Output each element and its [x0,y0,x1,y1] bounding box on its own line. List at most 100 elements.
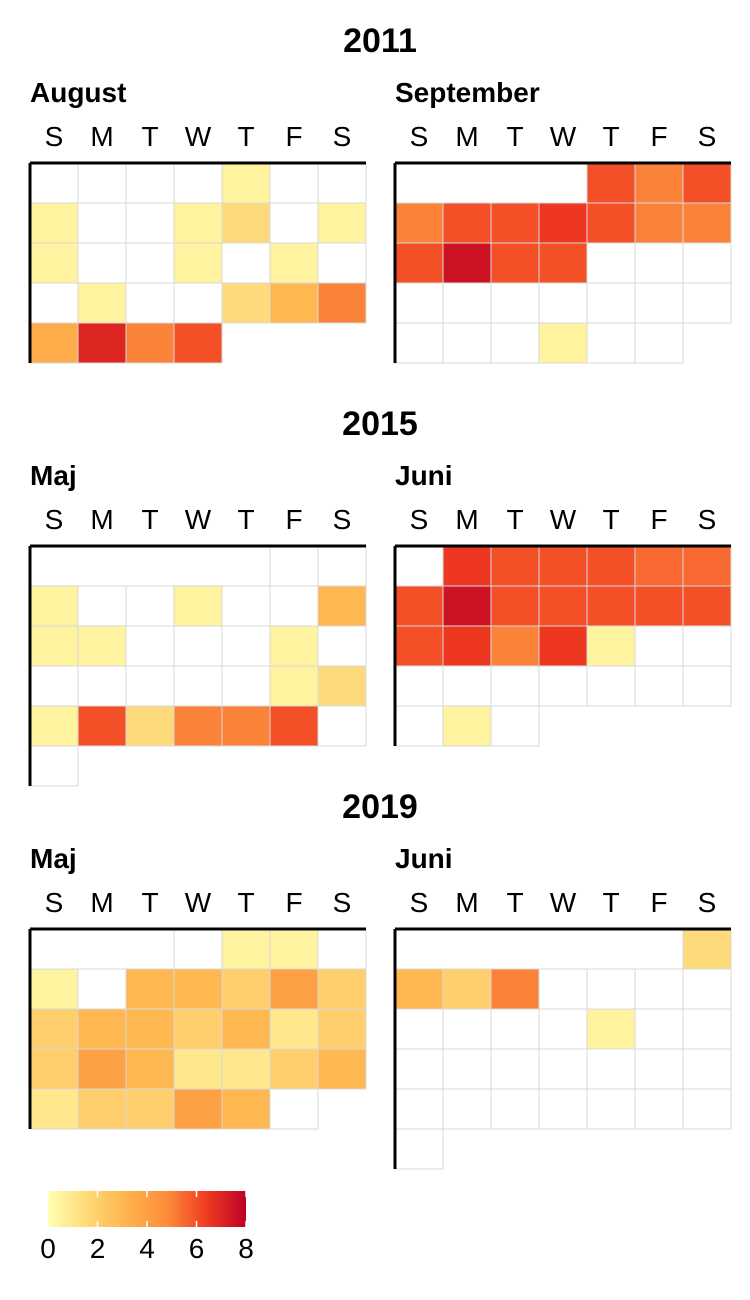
day-cell [394,665,444,707]
day-cell [682,968,732,1010]
weekday-label: T [141,121,158,152]
day-cell [173,928,223,970]
day-cell [394,705,444,747]
day-cell [538,282,588,324]
day-cell [442,585,492,627]
day-cell [394,1088,444,1130]
day-cell [221,705,271,747]
month-title: August [30,77,126,108]
day-cell [442,282,492,324]
day-cell [77,625,127,667]
day-cell [77,665,127,707]
day-cell [29,745,79,787]
weekday-label: W [550,504,577,535]
day-cell [394,322,444,364]
weekday-label: W [185,887,212,918]
day-cell [538,1048,588,1090]
year-title: 2011 [343,22,417,60]
day-cell [394,585,444,627]
day-cell [442,545,492,587]
weekday-label: M [90,504,113,535]
weekday-label: F [650,504,667,535]
day-cell [442,665,492,707]
day-cell [442,625,492,667]
weekday-label: T [506,887,523,918]
day-cell [29,705,79,747]
day-cell [586,282,636,324]
day-cell [490,968,540,1010]
day-cell [221,625,271,667]
day-cell [317,202,367,244]
day-cell [269,665,319,707]
day-cell [490,322,540,364]
day-cell [394,968,444,1010]
day-cell [586,1048,636,1090]
day-cell [269,242,319,284]
day-cell [586,545,636,587]
day-cell [538,545,588,587]
day-cell [586,665,636,707]
day-cell [586,162,636,204]
weekday-label: F [285,121,302,152]
day-cell [269,1088,319,1130]
day-cell [173,1048,223,1090]
day-cell [634,1008,684,1050]
month-title: September [395,77,540,108]
day-cell [682,202,732,244]
weekday-label: S [410,887,429,918]
day-cell [490,242,540,284]
day-cell [394,1008,444,1050]
day-cell [173,1088,223,1130]
day-cell [77,162,127,204]
day-cell [682,625,732,667]
day-cell [221,282,271,324]
day-cell [682,282,732,324]
day-cell [317,162,367,204]
day-cell [682,1008,732,1050]
day-cell [490,1088,540,1130]
day-cell [317,1048,367,1090]
day-cell [29,1008,79,1050]
day-cell [221,242,271,284]
day-cell [634,585,684,627]
day-cell [269,705,319,747]
month-title: Juni [395,460,453,491]
weekday-label: W [550,887,577,918]
day-cell [125,282,175,324]
day-cell [586,968,636,1010]
weekday-label: T [237,121,254,152]
day-cell [269,968,319,1010]
day-cell [317,585,367,627]
day-cell [125,322,175,364]
day-cell [682,545,732,587]
day-cell [682,585,732,627]
weekday-label: T [237,887,254,918]
weekday-label: M [455,121,478,152]
legend-tick-label: 2 [90,1233,106,1264]
day-cell [682,928,732,970]
day-cell [269,1048,319,1090]
weekday-label: T [602,121,619,152]
day-cell [490,202,540,244]
day-cell [29,968,79,1010]
day-cell [634,665,684,707]
legend-tick-label: 8 [238,1233,254,1264]
weekday-label: T [602,887,619,918]
weekday-label: T [141,887,158,918]
month-title: Maj [30,843,77,874]
day-cell [221,162,271,204]
day-cell [442,322,492,364]
weekday-label: T [237,504,254,535]
day-cell [682,1048,732,1090]
day-cell [221,202,271,244]
day-cell [634,202,684,244]
day-cell [317,665,367,707]
day-cell [269,545,319,587]
day-cell [682,162,732,204]
day-cell [269,625,319,667]
day-cell [490,665,540,707]
day-cell [221,665,271,707]
